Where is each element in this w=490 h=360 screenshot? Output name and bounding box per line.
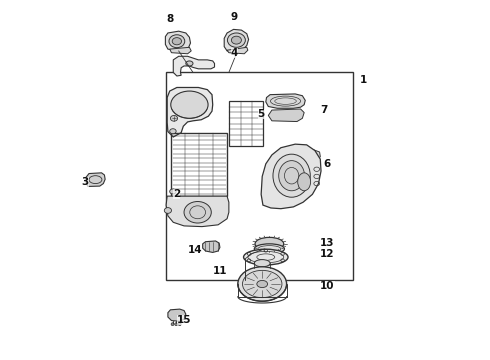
Text: 1: 1 xyxy=(360,75,367,85)
Ellipse shape xyxy=(164,208,171,213)
Text: 9: 9 xyxy=(231,12,238,22)
Ellipse shape xyxy=(243,270,282,298)
Bar xyxy=(172,134,227,196)
Text: 4: 4 xyxy=(231,48,238,58)
Polygon shape xyxy=(227,47,248,54)
Ellipse shape xyxy=(244,249,288,265)
Polygon shape xyxy=(86,173,105,186)
Polygon shape xyxy=(173,56,215,76)
Bar xyxy=(166,72,353,280)
Text: 15: 15 xyxy=(177,315,191,325)
Ellipse shape xyxy=(238,267,287,301)
Bar xyxy=(229,101,263,146)
Polygon shape xyxy=(168,309,186,321)
Ellipse shape xyxy=(255,237,284,250)
Polygon shape xyxy=(224,30,248,52)
Ellipse shape xyxy=(279,161,304,191)
Text: 14: 14 xyxy=(188,245,202,255)
Ellipse shape xyxy=(172,38,181,45)
Text: 13: 13 xyxy=(320,238,335,248)
Ellipse shape xyxy=(169,35,185,48)
Text: 11: 11 xyxy=(213,266,227,276)
Polygon shape xyxy=(166,31,191,51)
Ellipse shape xyxy=(186,61,193,66)
Polygon shape xyxy=(167,87,213,137)
Ellipse shape xyxy=(227,33,245,47)
Ellipse shape xyxy=(309,151,318,158)
Polygon shape xyxy=(166,196,229,226)
Ellipse shape xyxy=(175,323,177,325)
Text: 2: 2 xyxy=(173,189,180,199)
Ellipse shape xyxy=(171,91,208,118)
Polygon shape xyxy=(203,241,220,252)
Ellipse shape xyxy=(257,280,268,288)
Polygon shape xyxy=(170,47,191,54)
Ellipse shape xyxy=(184,202,211,223)
Polygon shape xyxy=(266,94,305,108)
Text: 8: 8 xyxy=(166,14,173,24)
Ellipse shape xyxy=(254,244,285,254)
Ellipse shape xyxy=(170,129,176,134)
Ellipse shape xyxy=(171,323,174,325)
Ellipse shape xyxy=(231,36,242,44)
Text: 6: 6 xyxy=(324,159,331,169)
Ellipse shape xyxy=(298,173,311,191)
Text: 3: 3 xyxy=(82,177,89,187)
Ellipse shape xyxy=(178,323,181,325)
Polygon shape xyxy=(261,144,321,209)
Text: 10: 10 xyxy=(320,281,335,291)
Text: 5: 5 xyxy=(258,109,265,119)
Text: 12: 12 xyxy=(320,248,335,258)
Ellipse shape xyxy=(254,260,270,267)
Polygon shape xyxy=(269,109,304,122)
Ellipse shape xyxy=(273,154,310,197)
Ellipse shape xyxy=(171,116,177,121)
Ellipse shape xyxy=(170,189,176,194)
Polygon shape xyxy=(308,150,320,160)
Text: 7: 7 xyxy=(320,105,328,115)
